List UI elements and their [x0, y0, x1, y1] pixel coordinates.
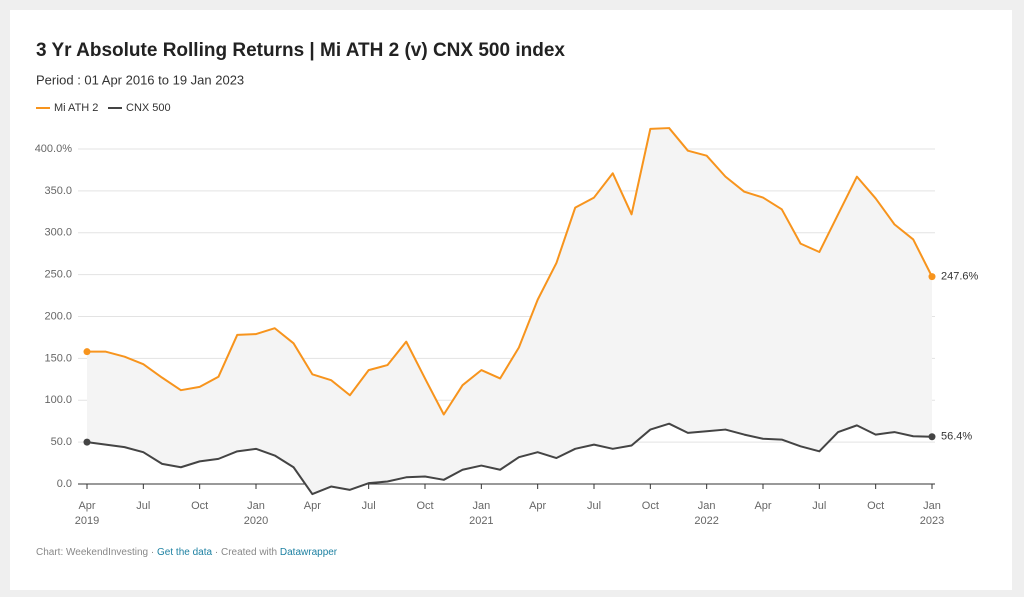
x-tick-year: 2022 — [694, 515, 718, 527]
x-tick-label: Jan — [923, 500, 941, 512]
footer-separator: · — [215, 547, 218, 558]
x-tick-label: Oct — [642, 500, 659, 512]
datawrapper-link[interactable]: Datawrapper — [280, 547, 338, 558]
series-line — [87, 127, 933, 416]
x-tick-label: Jul — [136, 500, 150, 512]
x-tick-year: 2020 — [244, 515, 268, 527]
y-tick-label: 0.0 — [57, 478, 72, 490]
end-dot — [928, 433, 936, 441]
x-tick-label: Apr — [529, 500, 546, 512]
y-tick-label: 150.0 — [44, 352, 72, 364]
series-line — [86, 422, 933, 496]
x-tick-label: Jul — [362, 500, 376, 512]
y-tick-label: 350.0 — [44, 185, 72, 197]
x-tick-label: Oct — [867, 500, 884, 512]
end-dot — [928, 273, 936, 281]
end-dot — [83, 438, 91, 446]
legend-label: Mi ATH 2 — [54, 102, 98, 114]
x-tick-year: 2019 — [75, 515, 99, 527]
footer: Chart: WeekendInvesting · Get the data ·… — [36, 547, 338, 558]
chart-title: 3 Yr Absolute Rolling Returns | Mi ATH 2… — [36, 40, 565, 61]
x-tick-label: Apr — [754, 500, 771, 512]
end-dot — [83, 348, 91, 356]
x-tick-label: Oct — [416, 500, 433, 512]
y-tick-label: 100.0 — [44, 394, 72, 406]
value-label: 56.4% — [941, 431, 972, 443]
x-tick-label: Jan — [247, 500, 265, 512]
legend-label: CNX 500 — [126, 102, 171, 114]
footer-source: Chart: WeekendInvesting — [36, 547, 148, 558]
x-tick-label: Jul — [587, 500, 601, 512]
x-tick-label: Apr — [78, 500, 95, 512]
x-tick-label: Jan — [698, 500, 716, 512]
y-tick-label: 50.0 — [51, 436, 72, 448]
footer-separator: · — [151, 547, 154, 558]
value-label: 247.6% — [941, 271, 979, 283]
get-data-link[interactable]: Get the data — [157, 547, 212, 558]
y-tick-label: 300.0 — [44, 227, 72, 239]
y-tick-label: 250.0 — [44, 269, 72, 281]
plot: 247.6% 56.4% — [83, 127, 979, 496]
x-tick-year: 2023 — [920, 515, 944, 527]
y-tick-label: 200.0 — [44, 310, 72, 322]
legend: Mi ATH 2 CNX 500 — [36, 102, 171, 114]
chart-subtitle: Period : 01 Apr 2016 to 19 Jan 2023 — [36, 72, 244, 87]
range-area — [87, 128, 932, 495]
x-tick-label: Jul — [812, 500, 826, 512]
x-tick-label: Oct — [191, 500, 208, 512]
x-tick-label: Jan — [472, 500, 490, 512]
footer-created: Created with — [221, 547, 277, 558]
x-tick-label: Apr — [304, 500, 321, 512]
x-tick-year: 2021 — [469, 515, 493, 527]
y-tick-label: 400.0% — [35, 143, 73, 155]
